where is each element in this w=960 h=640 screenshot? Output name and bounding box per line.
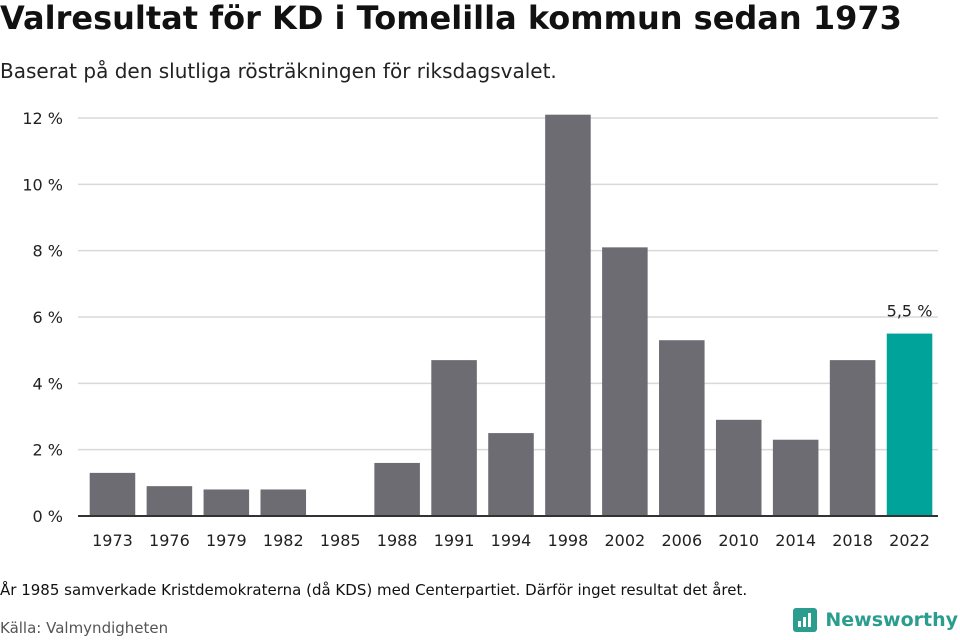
- bar-2002: [602, 247, 648, 516]
- bar-1976: [146, 486, 193, 516]
- x-tick-label: 1998: [548, 531, 589, 550]
- chart-subtitle: Baserat på den slutliga rösträkningen fö…: [0, 59, 557, 83]
- y-tick-label: 12 %: [22, 109, 63, 128]
- x-tick-label: 2022: [889, 531, 930, 550]
- y-tick-label: 0 %: [33, 507, 63, 526]
- x-tick-label: 1985: [320, 531, 361, 550]
- bar-2022: [886, 333, 933, 516]
- y-tick-label: 8 %: [33, 242, 63, 261]
- bar-1979: [203, 489, 250, 516]
- y-tick-label: 2 %: [33, 441, 63, 460]
- y-tick-label: 10 %: [22, 175, 63, 194]
- bar-1998: [545, 114, 591, 516]
- x-tick-label: 1994: [491, 531, 532, 550]
- bar-1973: [89, 472, 136, 516]
- x-tick-label: 2002: [605, 531, 646, 550]
- y-tick-label: 4 %: [33, 374, 63, 393]
- x-tick-label: 1976: [149, 531, 190, 550]
- bar-2014: [772, 439, 819, 516]
- source-credit: Källa: Valmyndigheten: [0, 619, 169, 637]
- bar-1982: [260, 489, 307, 516]
- x-tick-label: 1973: [92, 531, 133, 550]
- brand-name: Newsworthy: [825, 609, 958, 631]
- bar-2010: [715, 419, 762, 516]
- x-tick-label: 2010: [718, 531, 759, 550]
- x-tick-label: 2018: [832, 531, 873, 550]
- x-tick-label: 1988: [377, 531, 418, 550]
- x-tick-label: 1979: [206, 531, 247, 550]
- bar-1991: [431, 360, 477, 516]
- x-tick-label: 1991: [434, 531, 475, 550]
- x-tick-label: 2006: [661, 531, 702, 550]
- bar-1988: [374, 462, 420, 516]
- bar-2018: [829, 360, 876, 516]
- chart-title: Valresultat för KD i Tomelilla kommun se…: [0, 0, 902, 37]
- bar-2006: [659, 340, 705, 516]
- y-tick-label: 6 %: [33, 308, 63, 327]
- brand-logo: Newsworthy: [793, 608, 958, 632]
- bar-chart: 0 % 2 % 4 % 6 % 8 % 10 % 12 % 1973 1976 1979 1982 1…: [22, 109, 938, 550]
- newsworthy-logo-icon: [793, 608, 818, 632]
- data-label: 5,5 %: [887, 302, 933, 321]
- bar-1994: [488, 433, 534, 516]
- footnote: År 1985 samverkade Kristdemokraterna (då…: [0, 581, 748, 599]
- x-tick-label: 1982: [263, 531, 304, 550]
- x-tick-label: 2014: [775, 531, 816, 550]
